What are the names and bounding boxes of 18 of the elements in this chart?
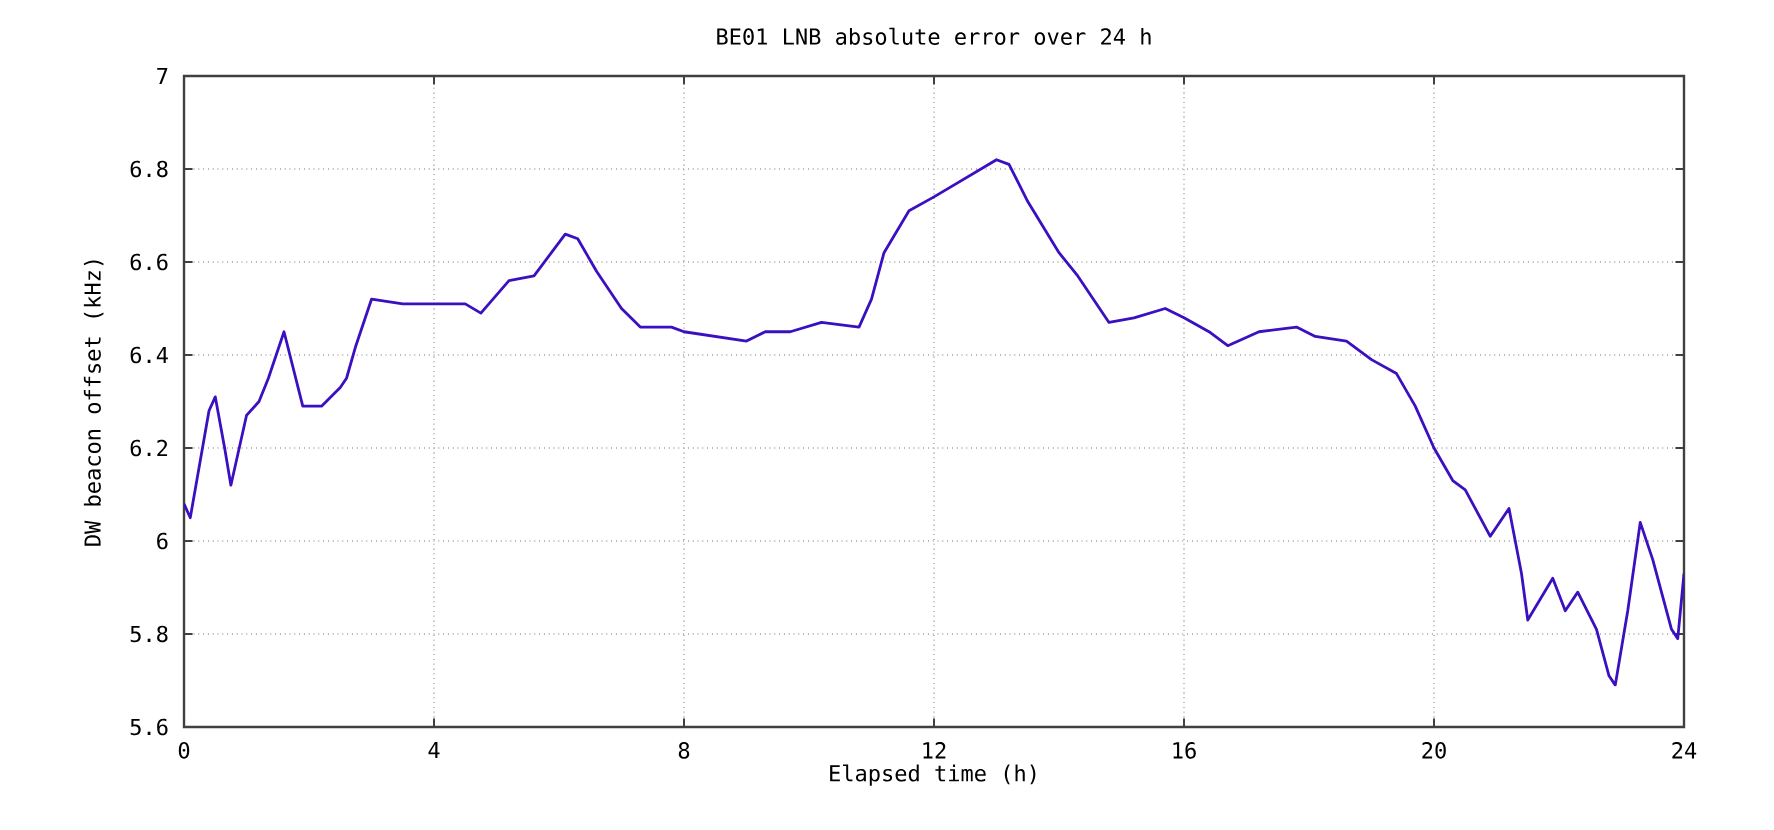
y-tick-label: 5.6 — [130, 718, 168, 736]
y-axis-title: DW beacon offset (kHz) — [83, 260, 104, 546]
x-tick-label: 24 — [1672, 742, 1697, 759]
x-tick-label: 20 — [1422, 742, 1446, 759]
y-tick-label: 5.8 — [130, 625, 168, 643]
x-tick-label: 12 — [923, 742, 946, 759]
x-axis-title: Elapsed time (h) — [830, 764, 1036, 786]
y-tick-label: 6.8 — [130, 160, 168, 178]
y-tick-label: 7 — [157, 67, 168, 85]
x-tick-label: 16 — [1173, 742, 1196, 759]
chart-title: BE01 LNB absolute error over 24 h — [717, 27, 1151, 45]
x-tick-label: 0 — [178, 742, 190, 759]
x-tick-label: 4 — [428, 742, 440, 759]
y-tick-label: 6.4 — [130, 346, 168, 364]
y-tick-label: 6.2 — [130, 439, 168, 457]
y-tick-label: 6 — [157, 532, 168, 550]
x-tick-label: 8 — [678, 742, 690, 759]
y-tick-label: 6.6 — [130, 253, 168, 271]
